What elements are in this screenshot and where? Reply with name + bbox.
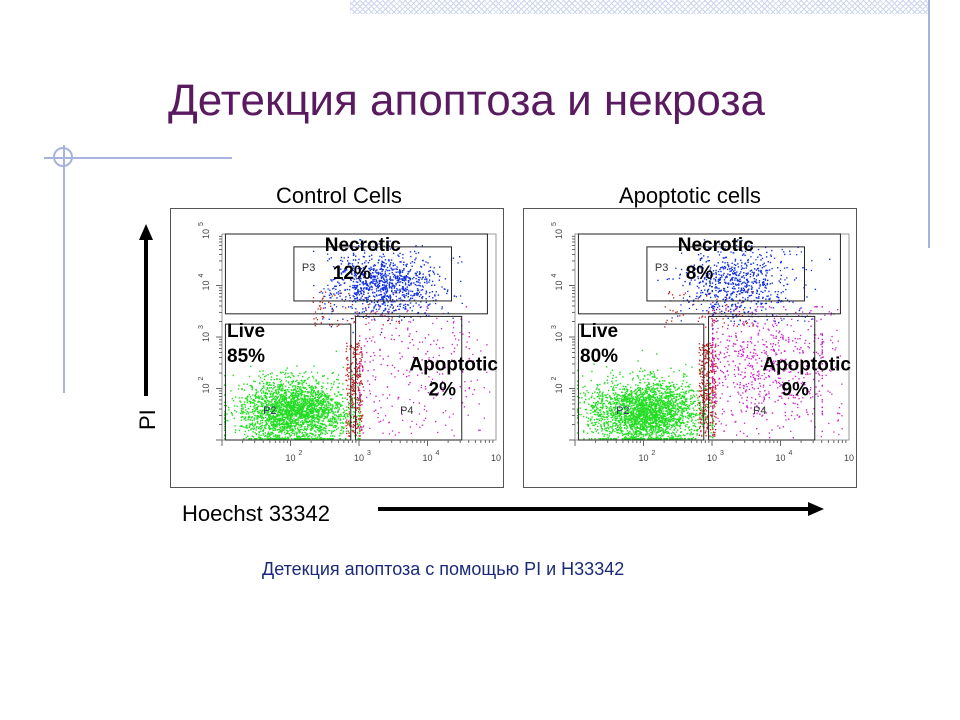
gate-p4 <box>708 315 816 441</box>
y-tick-exponent: 3 <box>551 325 558 329</box>
live-label: Live <box>580 321 618 342</box>
decorative-hatch-band <box>350 0 930 14</box>
decorative-vertical-line-right <box>928 0 930 248</box>
y-tick-exponent: 2 <box>198 377 205 381</box>
decorative-vertical-line-left <box>63 145 65 393</box>
gate-id-p3: P3 <box>655 262 668 274</box>
apoptotic-percent: 2% <box>429 379 457 400</box>
x-tick-label: 10 <box>491 453 501 463</box>
live-label: Live <box>227 321 265 342</box>
gate-id-p4: P4 <box>753 405 766 417</box>
figure-caption: Детекция апоптоза с помощью PI и H33342 <box>262 559 625 579</box>
gate-id-p2: P2 <box>263 405 276 417</box>
x-tick-label: 10 <box>638 453 648 463</box>
chart-title-control: Control Cells <box>276 183 402 208</box>
gate-p3 <box>293 246 452 302</box>
gate-p2 <box>577 323 705 441</box>
necrotic-label: Necrotic <box>325 235 401 256</box>
gate-p4 <box>355 315 463 441</box>
x-tick-exponent: 2 <box>299 450 303 457</box>
flow-plot-control: P3 P2 P4 Necrotic 12% Live 85% Apoptotic 2% 10 2 10… <box>170 208 504 488</box>
chart-title-apoptotic: Apoptotic cells <box>619 183 761 208</box>
x-tick-exponent: 2 <box>652 450 656 457</box>
y-tick-label: 10 <box>201 383 211 393</box>
necrotic-percent: 12% <box>333 263 371 284</box>
x-tick-exponent: 4 <box>789 450 793 457</box>
gate-id-p2: P2 <box>616 405 629 417</box>
necrotic-label: Necrotic <box>678 235 754 256</box>
decorative-circle <box>53 147 73 167</box>
x-tick-label: 10 <box>775 453 785 463</box>
page-title: Детекция апоптоза и некроза <box>168 76 766 125</box>
gate-necrotic-outer <box>577 233 841 315</box>
y-arrow-head <box>139 224 153 240</box>
y-tick-label: 10 <box>201 280 211 290</box>
x-arrow-head <box>808 502 824 516</box>
y-tick-label: 10 <box>554 383 564 393</box>
y-axis-title: PI <box>135 409 160 430</box>
apoptotic-label: Apoptotic <box>409 354 498 375</box>
y-tick-label: 10 <box>554 332 564 342</box>
y-tick-exponent: 5 <box>198 222 205 226</box>
x-tick-label: 10 <box>844 453 854 463</box>
x-tick-label: 10 <box>354 453 364 463</box>
y-tick-exponent: 4 <box>198 274 205 278</box>
y-tick-exponent: 5 <box>551 222 558 226</box>
necrotic-percent: 8% <box>686 263 714 284</box>
x-tick-label: 10 <box>707 453 717 463</box>
gate-outlines <box>224 233 488 441</box>
y-tick-label: 10 <box>554 229 564 239</box>
x-tick-exponent: 3 <box>720 450 724 457</box>
gate-id-p3: P3 <box>302 262 315 274</box>
x-tick-exponent: 4 <box>436 450 440 457</box>
gate-p3 <box>646 246 805 302</box>
y-tick-exponent: 3 <box>198 325 205 329</box>
axis-ticks <box>216 235 494 446</box>
y-tick-label: 10 <box>201 229 211 239</box>
x-axis-title: Hoechst 33342 <box>182 501 330 526</box>
y-tick-exponent: 4 <box>551 274 558 278</box>
apoptotic-label: Apoptotic <box>762 354 851 375</box>
y-tick-exponent: 2 <box>551 377 558 381</box>
x-tick-label: 10 <box>285 453 295 463</box>
y-tick-label: 10 <box>201 332 211 342</box>
gate-necrotic-outer <box>224 233 488 315</box>
gate-id-p4: P4 <box>400 405 413 417</box>
apoptotic-percent: 9% <box>782 379 810 400</box>
event-dots <box>577 239 843 440</box>
gate-outlines <box>577 233 841 441</box>
live-percent: 80% <box>580 346 618 367</box>
x-tick-label: 10 <box>422 453 432 463</box>
live-percent: 85% <box>227 346 265 367</box>
x-tick-exponent: 3 <box>367 450 371 457</box>
y-tick-label: 10 <box>554 280 564 290</box>
event-dots <box>224 239 491 440</box>
axis-ticks <box>569 235 847 446</box>
gate-p2 <box>224 323 352 441</box>
decorative-horizontal-line <box>44 157 232 159</box>
